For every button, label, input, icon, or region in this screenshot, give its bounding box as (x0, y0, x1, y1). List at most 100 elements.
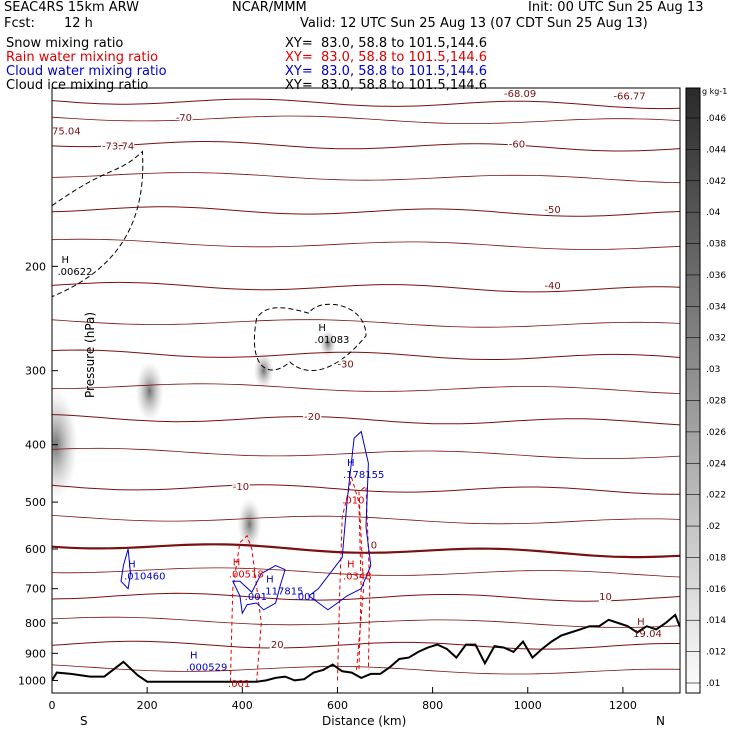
contour-label: .001 (245, 592, 267, 603)
colorbar-tick-label: .038 (706, 240, 726, 250)
y-tick-label: 400 (25, 439, 46, 452)
colorbar-tick-label: .01 (706, 679, 720, 689)
isotherm-label: -30 (337, 360, 353, 371)
extremum-value: .01083 (314, 335, 349, 346)
forecast-hour: 12 h (64, 16, 93, 31)
cloud-water-contour (308, 430, 372, 611)
colorbar-tick-label: .042 (706, 177, 726, 187)
model-title: SEAC4RS 15km ARW (4, 0, 140, 15)
colorbar-tick-label: .03 (706, 365, 720, 375)
colorbar-tick-label: .046 (706, 114, 726, 124)
x-axis-end-south: S (80, 714, 88, 728)
x-tick-label: 200 (137, 699, 158, 712)
isotherm-line (52, 414, 680, 426)
extremum-marker: H (233, 558, 241, 569)
rain-contour (229, 534, 262, 682)
isotherm-label: 0 (371, 541, 377, 552)
extremum-marker: H (347, 458, 355, 469)
extremum-marker: H (190, 651, 198, 662)
isotherm-label: -50 (544, 205, 560, 216)
cloud-water-contour (120, 548, 132, 590)
y-tick-label: 300 (25, 365, 46, 378)
isotherm-line (52, 543, 680, 559)
x-tick-label: 400 (232, 699, 253, 712)
extremum-value: .00518 (229, 570, 264, 581)
isotherm-label: -40 (544, 281, 560, 292)
isotherm-label: -66.77 (613, 92, 645, 103)
extremum-marker: H (347, 560, 355, 571)
colorbar-tick-label: .026 (706, 428, 726, 438)
field-xy-cloud-water: XY= 83.0, 58.8 to 101.5,144.6 (285, 64, 488, 79)
isotherm-label: -20 (304, 412, 320, 423)
isotherm-line (52, 567, 680, 578)
isotherm-label: 20 (271, 640, 284, 651)
extremum-value: .178155 (343, 470, 384, 481)
colorbar-tick-label: .028 (706, 397, 726, 407)
isotherm-line (52, 238, 680, 250)
field-label-snow: Snow mixing ratio (6, 36, 124, 51)
snow-contour (52, 150, 144, 298)
field-label-cloud-ice: Cloud ice mixing ratio (6, 78, 149, 93)
y-tick-label: 1000 (18, 674, 46, 687)
colorbar-tick-label: .018 (706, 553, 726, 563)
isotherm-label: -68.09 (504, 89, 536, 100)
colorbar-unit: g kg-1 (702, 87, 727, 96)
colorbar-tick-label: .014 (706, 616, 726, 626)
forecast-label: Fcst: (4, 16, 35, 31)
isotherm-line (52, 616, 680, 628)
isotherm-line (52, 592, 680, 602)
extremum-value: 19.04 (633, 629, 662, 640)
extremum-marker: H (637, 617, 645, 628)
isotherm-line (52, 383, 680, 394)
isotherm-label: -70 (176, 113, 192, 124)
colorbar-tick-label: .034 (706, 302, 726, 312)
snow-shading (319, 329, 336, 358)
isotherm-label: 10 (599, 592, 612, 603)
extremum-marker: H (266, 575, 274, 586)
valid-time: Valid: 12 UTC Sun 25 Aug 13 (07 CDT Sun … (300, 16, 648, 31)
snow-shading (52, 389, 78, 500)
x-tick-label: 1200 (609, 699, 637, 712)
isotherm-line (52, 206, 680, 217)
isotherm-label: 75.04 (52, 127, 81, 138)
isotherm-label: -10 (233, 482, 249, 493)
isotherm-line (52, 664, 680, 675)
isotherm-line (52, 115, 680, 124)
cloud-water-contour (232, 565, 286, 615)
center-label: NCAR/MMM (232, 0, 307, 15)
contour-label: .001 (228, 679, 250, 690)
isotherm-line (52, 281, 680, 293)
field-label-rain: Rain water mixing ratio (6, 50, 159, 65)
extremum-value: .117815 (262, 587, 303, 598)
snow-shading (237, 498, 262, 551)
extremum-marker: H (128, 560, 136, 571)
terrain-line (52, 613, 680, 683)
colorbar-tick-label: .024 (706, 459, 726, 469)
init-time: Init: 00 UTC Sun 25 Aug 13 (528, 0, 704, 15)
y-tick-label: 200 (25, 260, 46, 273)
x-tick-label: 1000 (514, 699, 542, 712)
y-axis-label: Pressure (hPa) (83, 312, 97, 398)
x-tick-label: 800 (422, 699, 443, 712)
isotherm-line (52, 319, 680, 328)
isotherm-line (52, 349, 680, 360)
isotherm-label: -73.74 (102, 141, 134, 152)
colorbar-tick-label: .036 (706, 271, 726, 281)
colorbar-tick-label: .022 (706, 491, 726, 501)
y-tick-label: 900 (25, 647, 46, 660)
snow-shading (253, 352, 274, 389)
isotherm-line (52, 140, 680, 152)
x-axis-label: Distance (km) (322, 714, 406, 728)
field-xy-rain: XY= 83.0, 58.8 to 101.5,144.6 (285, 50, 488, 65)
x-axis-end-north: N (656, 714, 665, 728)
snow-shading (135, 361, 164, 422)
field-label-cloud-water: Cloud water mixing ratio (6, 64, 167, 79)
colorbar-tick-label: .016 (706, 585, 726, 595)
extremum-value: .00622 (58, 267, 93, 278)
extremum-value: .0348 (343, 572, 372, 583)
colorbar-tick-label: .04 (706, 208, 721, 218)
colorbar-tick-label: .012 (706, 648, 726, 658)
y-tick-label: 800 (25, 617, 46, 630)
